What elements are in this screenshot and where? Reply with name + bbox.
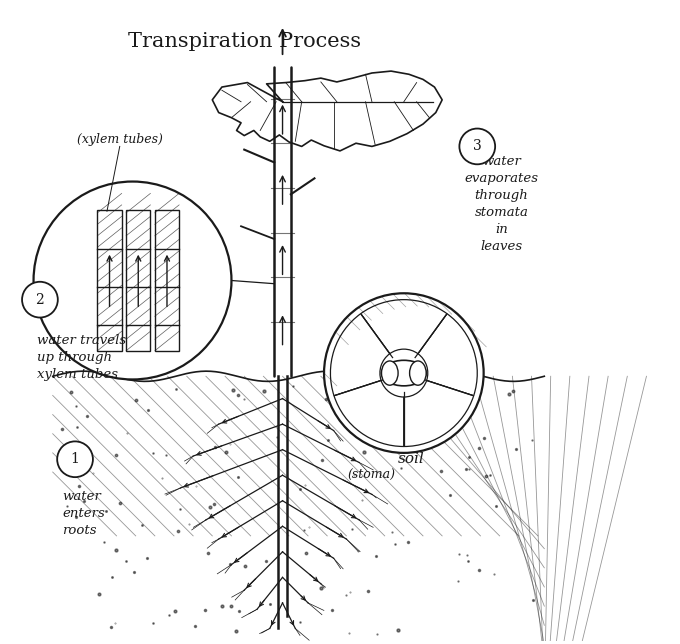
Wedge shape bbox=[330, 314, 390, 396]
Wedge shape bbox=[360, 299, 447, 354]
Text: 2: 2 bbox=[35, 292, 44, 307]
Circle shape bbox=[57, 441, 93, 477]
Text: Transpiration Process: Transpiration Process bbox=[128, 32, 361, 50]
Text: (stoma): (stoma) bbox=[348, 469, 396, 482]
Ellipse shape bbox=[409, 361, 426, 385]
Bar bbox=[126, 211, 150, 351]
Text: soil: soil bbox=[397, 452, 424, 466]
Text: (xylem tubes): (xylem tubes) bbox=[77, 133, 163, 146]
Circle shape bbox=[33, 182, 231, 379]
Wedge shape bbox=[418, 314, 477, 396]
Text: 3: 3 bbox=[473, 140, 481, 153]
Bar bbox=[97, 211, 122, 351]
Wedge shape bbox=[404, 381, 474, 446]
Polygon shape bbox=[212, 71, 442, 151]
Circle shape bbox=[22, 282, 58, 317]
Circle shape bbox=[460, 129, 495, 164]
Text: water
evaporates
through
stomata
in
leaves: water evaporates through stomata in leav… bbox=[464, 155, 539, 253]
Ellipse shape bbox=[381, 360, 426, 386]
Bar bbox=[155, 211, 179, 351]
Wedge shape bbox=[334, 381, 404, 446]
Text: water
enters
roots: water enters roots bbox=[63, 490, 105, 537]
Circle shape bbox=[324, 293, 483, 453]
Text: water travels
up through
xylem tubes: water travels up through xylem tubes bbox=[37, 334, 126, 381]
Text: 1: 1 bbox=[71, 452, 80, 466]
Ellipse shape bbox=[381, 361, 398, 385]
